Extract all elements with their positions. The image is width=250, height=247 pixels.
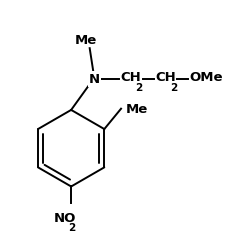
Text: Me: Me: [74, 34, 97, 47]
Text: CH: CH: [120, 71, 141, 84]
Text: 2: 2: [68, 223, 75, 233]
Text: N: N: [89, 73, 100, 85]
Text: CH: CH: [154, 71, 175, 84]
Text: NO: NO: [54, 212, 76, 225]
Text: OMe: OMe: [189, 71, 222, 84]
Text: 2: 2: [135, 83, 142, 93]
Text: Me: Me: [125, 103, 147, 116]
Text: 2: 2: [169, 83, 176, 93]
